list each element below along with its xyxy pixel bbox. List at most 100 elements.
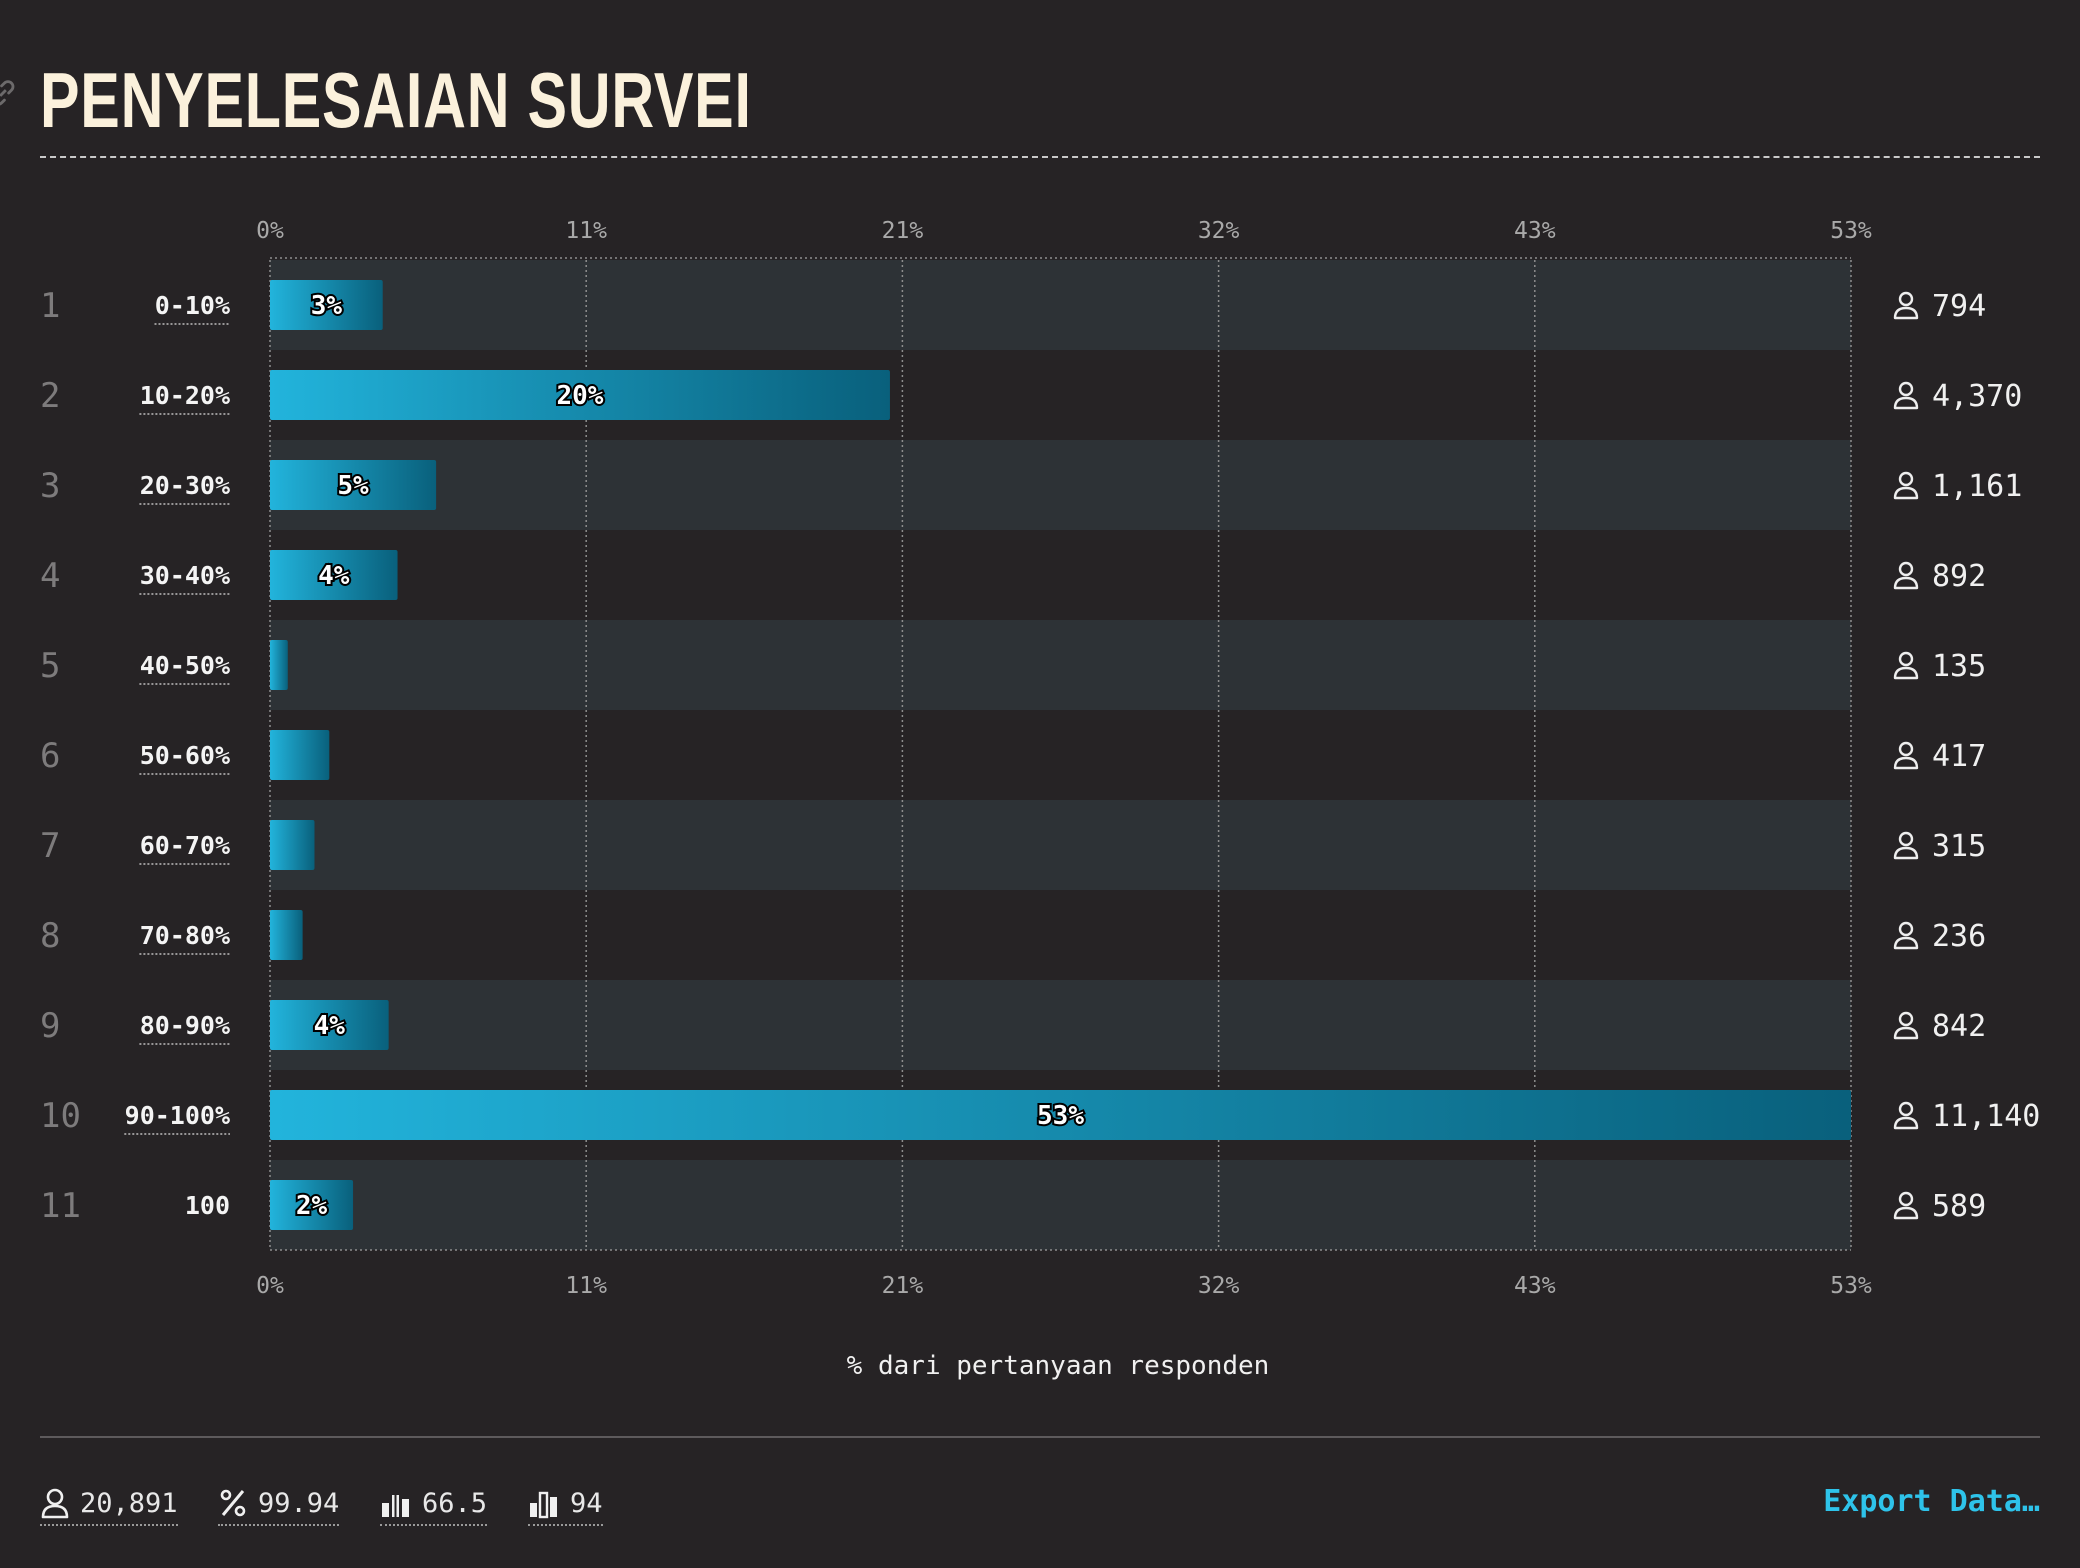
bar-value-label: 4% [318, 561, 350, 591]
category-label[interactable]: 10-20% [140, 381, 230, 410]
page-title: PENYELESAIAN SURVEI [40, 56, 752, 144]
bar-chart: 0% 11% 21% 32% 43% 53% 0% 11% 21% 32% 43% 53% 1 0-1… [40, 218, 2040, 1381]
bar[interactable] [270, 370, 890, 420]
row-band [270, 800, 1851, 890]
person-icon [1893, 561, 1919, 590]
category-label[interactable]: 40-50% [140, 651, 230, 680]
bar[interactable] [270, 460, 437, 510]
category-label[interactable]: 30-40% [140, 561, 230, 590]
person-icon [1893, 831, 1919, 860]
person-icon [1893, 471, 1919, 500]
category-label[interactable]: 80-90% [140, 1011, 230, 1040]
x-tick-label: 53% [1830, 1273, 1872, 1299]
bar-value-label: 5% [337, 471, 369, 501]
stat-percent[interactable]: 99.94 [218, 1482, 340, 1526]
row-band [270, 440, 1851, 530]
bar[interactable] [270, 1180, 354, 1230]
respondent-count: 589 [1932, 1189, 1986, 1224]
bar-row[interactable]: 3 20-30% 5% 1,161 [40, 460, 2022, 510]
category-label[interactable]: 50-60% [140, 741, 230, 770]
category-label[interactable]: 90-100% [125, 1101, 230, 1130]
bars-icon [530, 1491, 557, 1519]
x-axis-top: 0% 11% 21% 32% 43% 53% [256, 218, 1872, 259]
category-label[interactable]: 20-30% [140, 471, 230, 500]
row-rank: 3 [40, 466, 60, 506]
bar-row[interactable]: 8 70-80% 236 [40, 910, 1986, 960]
bar-row[interactable]: 2 10-20% 20% 4,370 [40, 370, 2022, 420]
footer-divider [40, 1436, 2040, 1438]
category-label[interactable]: 60-70% [140, 831, 230, 860]
stat-median-value: 66.5 [422, 1487, 488, 1519]
median-bars-icon [382, 1488, 409, 1518]
bar-row[interactable]: 5 40-50% 135 [40, 640, 1986, 690]
bar[interactable] [270, 640, 288, 690]
bar[interactable] [270, 1090, 1851, 1140]
row-bands [270, 260, 1851, 1250]
stat-percent-value: 99.94 [258, 1487, 340, 1519]
bar-value-label: 20% [556, 381, 603, 411]
bar-value-label: 2% [296, 1191, 328, 1221]
row-rank: 1 [40, 286, 60, 326]
stat-bars[interactable]: 94 [528, 1482, 603, 1526]
person-icon [1893, 381, 1919, 410]
link-icon[interactable] [0, 76, 20, 110]
respondent-count: 4,370 [1932, 379, 2022, 414]
x-tick-label: 21% [882, 1273, 924, 1299]
export-data-link[interactable]: Export Data… [1823, 1484, 2040, 1519]
x-tick-label: 32% [1198, 1273, 1240, 1299]
bar[interactable] [270, 550, 398, 600]
stat-median[interactable]: 66.5 [380, 1482, 488, 1526]
bar-row[interactable]: 10 90-100% 53% 11,140 [40, 1090, 2040, 1140]
person-icon [1893, 1191, 1919, 1220]
category-label[interactable]: 70-80% [140, 921, 230, 950]
row-rank: 5 [40, 646, 60, 686]
person-icon [1893, 1101, 1919, 1130]
row-rank: 9 [40, 1006, 60, 1046]
bar-row[interactable]: 1 0-10% 3% 794 [40, 280, 1986, 330]
bar-row[interactable]: 9 80-90% 4% 842 [40, 1000, 1986, 1050]
respondent-count: 315 [1932, 829, 1986, 864]
bar-value-label: 3% [311, 291, 343, 321]
bar[interactable] [270, 910, 303, 960]
respondent-count: 236 [1932, 919, 1986, 954]
bar-value-label: 4% [314, 1011, 346, 1041]
bar-rows: 1 0-10% 3% 794 2 10-20% 20% 4,370 3 20-30% 5% 1,161… [40, 280, 2040, 1230]
bar-value-label: 53% [1037, 1101, 1084, 1131]
bar-row[interactable]: 6 50-60% 417 [40, 730, 1986, 780]
row-band [270, 620, 1851, 710]
respondent-count: 417 [1932, 739, 1986, 774]
title-divider [40, 156, 2040, 158]
x-tick-label: 53% [1830, 218, 1872, 244]
bar-row[interactable]: 7 60-70% 315 [40, 820, 1986, 870]
bar[interactable] [270, 820, 315, 870]
x-tick-label: 32% [1198, 218, 1240, 244]
bar[interactable] [270, 730, 330, 780]
category-label[interactable]: 100 [185, 1191, 230, 1220]
respondent-count: 11,140 [1932, 1099, 2040, 1134]
x-tick-label: 0% [256, 1273, 284, 1299]
title-bar: PENYELESAIAN SURVEI [0, 40, 2040, 144]
stat-respondents-value: 20,891 [80, 1487, 178, 1519]
x-tick-label: 11% [565, 1273, 607, 1299]
person-icon [41, 1488, 69, 1519]
person-icon [1893, 921, 1919, 950]
respondent-count: 1,161 [1932, 469, 2022, 504]
bar[interactable] [270, 280, 383, 330]
row-rank: 4 [40, 556, 60, 596]
bar-row[interactable]: 11 100 2% 589 [40, 1180, 1986, 1230]
bar-row[interactable]: 4 30-40% 4% 892 [40, 550, 1986, 600]
respondent-count: 892 [1932, 559, 1986, 594]
row-rank: 2 [40, 376, 60, 416]
respondent-count: 842 [1932, 1009, 1986, 1044]
bar[interactable] [270, 1000, 389, 1050]
x-tick-label: 21% [882, 218, 924, 244]
percent-icon [220, 1489, 246, 1517]
row-rank: 8 [40, 916, 60, 956]
person-icon [1893, 741, 1919, 770]
row-rank: 10 [40, 1096, 81, 1136]
row-band [270, 1160, 1851, 1250]
category-label[interactable]: 0-10% [155, 291, 230, 320]
respondent-count: 794 [1932, 289, 1986, 324]
stat-respondents[interactable]: 20,891 [40, 1482, 178, 1526]
respondent-count: 135 [1932, 649, 1986, 684]
